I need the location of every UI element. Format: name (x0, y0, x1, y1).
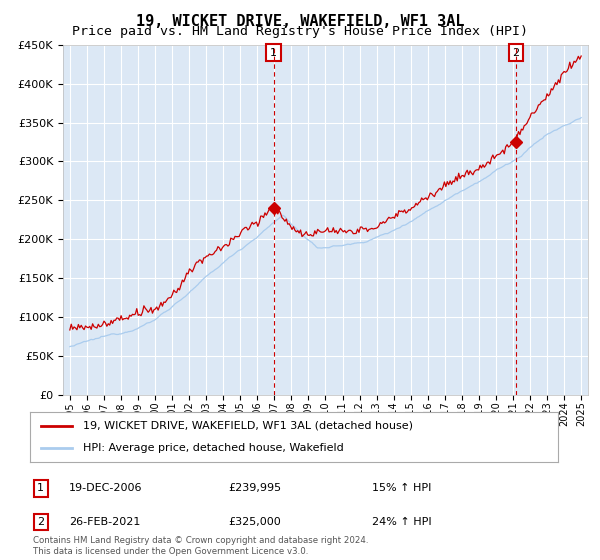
Text: 2: 2 (37, 517, 44, 527)
Text: 19-DEC-2006: 19-DEC-2006 (69, 483, 143, 493)
Text: 1: 1 (270, 48, 277, 58)
Text: 2: 2 (512, 48, 519, 58)
Text: £325,000: £325,000 (228, 517, 281, 527)
Text: £239,995: £239,995 (228, 483, 281, 493)
Text: Contains HM Land Registry data © Crown copyright and database right 2024.
This d: Contains HM Land Registry data © Crown c… (33, 536, 368, 556)
Text: 26-FEB-2021: 26-FEB-2021 (69, 517, 140, 527)
Text: 24% ↑ HPI: 24% ↑ HPI (372, 517, 431, 527)
Text: 19, WICKET DRIVE, WAKEFIELD, WF1 3AL (detached house): 19, WICKET DRIVE, WAKEFIELD, WF1 3AL (de… (83, 421, 413, 431)
Text: 15% ↑ HPI: 15% ↑ HPI (372, 483, 431, 493)
Text: HPI: Average price, detached house, Wakefield: HPI: Average price, detached house, Wake… (83, 443, 344, 453)
Text: 19, WICKET DRIVE, WAKEFIELD, WF1 3AL: 19, WICKET DRIVE, WAKEFIELD, WF1 3AL (136, 14, 464, 29)
Text: 1: 1 (37, 483, 44, 493)
Text: Price paid vs. HM Land Registry's House Price Index (HPI): Price paid vs. HM Land Registry's House … (72, 25, 528, 38)
